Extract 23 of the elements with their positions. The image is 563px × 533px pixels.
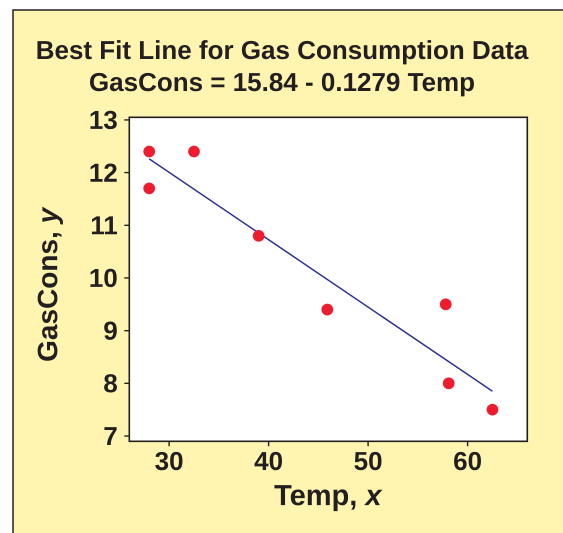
x-tick-label: 60 [454,452,481,470]
y-tick-label: 9 [104,321,117,340]
x-tick-label: 50 [354,452,382,470]
y-tick-label: 7 [104,427,117,445]
point [143,146,156,158]
y-tick-label: 13 [90,110,117,130]
point [252,230,265,242]
point [440,298,452,310]
point [321,304,334,316]
point [442,377,455,390]
x-tick-label: 40 [254,452,282,470]
chart-title: Best Fit Line for Gas Consumption Data [37,40,528,64]
y-tick-label: 10 [90,268,117,288]
point [143,182,156,194]
point [188,146,200,158]
y-tick-label: 12 [90,164,117,182]
point [486,404,498,416]
y-axis-title: GasCons, y [38,206,63,361]
chart-subtitle: GasCons = 15.84 - 0.1279 Temp [90,72,474,96]
y-tick-label: 8 [104,374,117,393]
x-tick-label: 30 [155,452,182,470]
y-tick-label: 11 [92,216,118,234]
x-axis-title: Temp, x [274,485,383,512]
